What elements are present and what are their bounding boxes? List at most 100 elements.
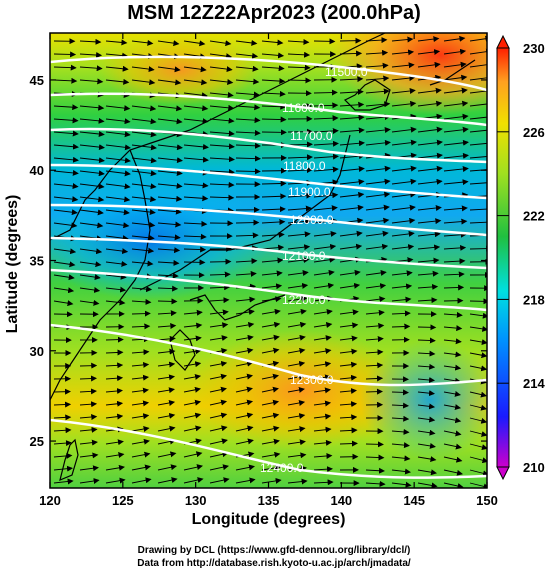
wind-arrow <box>443 443 462 450</box>
wind-arrow <box>131 374 150 381</box>
wind-arrow <box>287 308 307 315</box>
wind-arrow <box>313 269 335 276</box>
wind-arrow <box>469 208 487 211</box>
wind-arrow <box>235 270 257 277</box>
wind-arrow <box>391 296 412 303</box>
wind-arrow <box>443 430 462 437</box>
wind-arrow <box>209 284 231 291</box>
wind-arrow <box>183 182 209 189</box>
wind-arrow <box>443 100 469 107</box>
wind-arrow <box>131 39 154 46</box>
wind-arrow <box>261 180 287 187</box>
wind-arrow <box>261 116 287 123</box>
wind-arrow <box>105 118 131 125</box>
wind-arrow <box>53 104 79 111</box>
wind-arrow <box>235 412 254 419</box>
wind-arrow <box>287 244 311 251</box>
wind-arrow <box>443 205 468 212</box>
wind-arrow <box>417 257 440 264</box>
wind-arrow <box>183 335 202 342</box>
wind-arrow <box>417 283 439 290</box>
wind-arrow <box>417 456 437 463</box>
wind-arrow <box>209 309 229 316</box>
wind-arrow <box>443 417 462 424</box>
wind-arrow <box>417 36 440 43</box>
wind-arrow <box>183 477 204 484</box>
wind-arrow <box>365 283 387 289</box>
wind-arrow <box>313 205 338 212</box>
wind-arrow <box>391 481 412 488</box>
wind-arrow <box>339 427 358 434</box>
wind-arrow <box>287 282 309 289</box>
wind-arrow <box>105 222 130 229</box>
wind-arrow <box>53 274 75 281</box>
wind-arrow <box>53 440 72 447</box>
wind-arrow <box>209 425 228 432</box>
wind-arrow <box>209 156 235 163</box>
x-tick-label: 150 <box>476 493 498 508</box>
wind-arrow <box>287 51 311 58</box>
contour-labels: 11500.0 11600.0 11700.0 11800.0 11900.0 … <box>260 65 368 475</box>
wind-arrow <box>313 348 332 355</box>
wind-arrow <box>235 91 260 98</box>
wind-arrow <box>235 129 261 136</box>
wind-arrow <box>131 387 149 394</box>
wind-arrow <box>417 469 437 476</box>
wind-arrow <box>131 144 157 151</box>
wind-arrow <box>235 373 254 380</box>
wind-arrow <box>339 243 363 250</box>
wind-arrow <box>235 78 260 85</box>
wind-arrow <box>313 452 333 459</box>
wind-arrow <box>417 337 436 344</box>
wind-arrow <box>157 170 183 177</box>
wind-arrow <box>131 234 155 241</box>
wind-arrow <box>209 335 228 342</box>
wind-arrow <box>235 360 254 367</box>
wind-arrow <box>183 451 203 458</box>
wind-arrow <box>157 310 177 317</box>
wind-arrow <box>235 321 255 328</box>
wind-arrow <box>443 351 462 358</box>
wind-arrow <box>157 105 183 112</box>
wind-arrow <box>339 335 358 342</box>
wind-arrow <box>313 166 339 173</box>
wind-arrow <box>235 477 256 484</box>
wind-arrow <box>131 260 154 267</box>
wind-arrow <box>105 131 131 138</box>
wind-arrow <box>417 139 443 146</box>
wind-arrow <box>391 402 410 409</box>
wind-arrow <box>183 143 209 150</box>
wind-arrow <box>391 442 410 449</box>
wind-arrow <box>339 166 365 172</box>
wind-arrow <box>391 62 415 69</box>
wind-arrow <box>183 374 202 380</box>
wind-arrow <box>287 360 306 367</box>
wind-arrow <box>365 243 389 250</box>
wind-arrow <box>313 413 332 420</box>
wind-arrow <box>79 209 104 216</box>
wind-arrow <box>131 247 155 254</box>
wind-arrow <box>79 465 100 472</box>
wind-arrow <box>417 165 443 172</box>
wind-arrow <box>261 438 280 445</box>
wind-arrow <box>209 130 235 137</box>
wind-arrow <box>469 245 487 252</box>
wind-arrow <box>79 38 102 45</box>
wind-arrow <box>183 464 203 471</box>
wind-arrow <box>417 429 436 436</box>
wind-arrow <box>313 426 332 433</box>
wind-arrow <box>391 75 416 82</box>
wind-arrow <box>365 375 384 382</box>
wind-arrow <box>235 464 255 471</box>
colorbar-min-triangle <box>496 466 510 481</box>
wind-arrow <box>391 49 415 56</box>
wind-arrow <box>79 65 103 72</box>
wind-arrow <box>469 142 487 146</box>
wind-arrow <box>53 222 78 229</box>
wind-arrow <box>469 430 487 437</box>
contour-label: 11800.0 <box>283 159 326 173</box>
wind-arrow <box>469 90 487 94</box>
wind-arrow <box>105 336 124 343</box>
wind-arrow <box>313 361 332 368</box>
wind-arrow <box>235 155 261 162</box>
